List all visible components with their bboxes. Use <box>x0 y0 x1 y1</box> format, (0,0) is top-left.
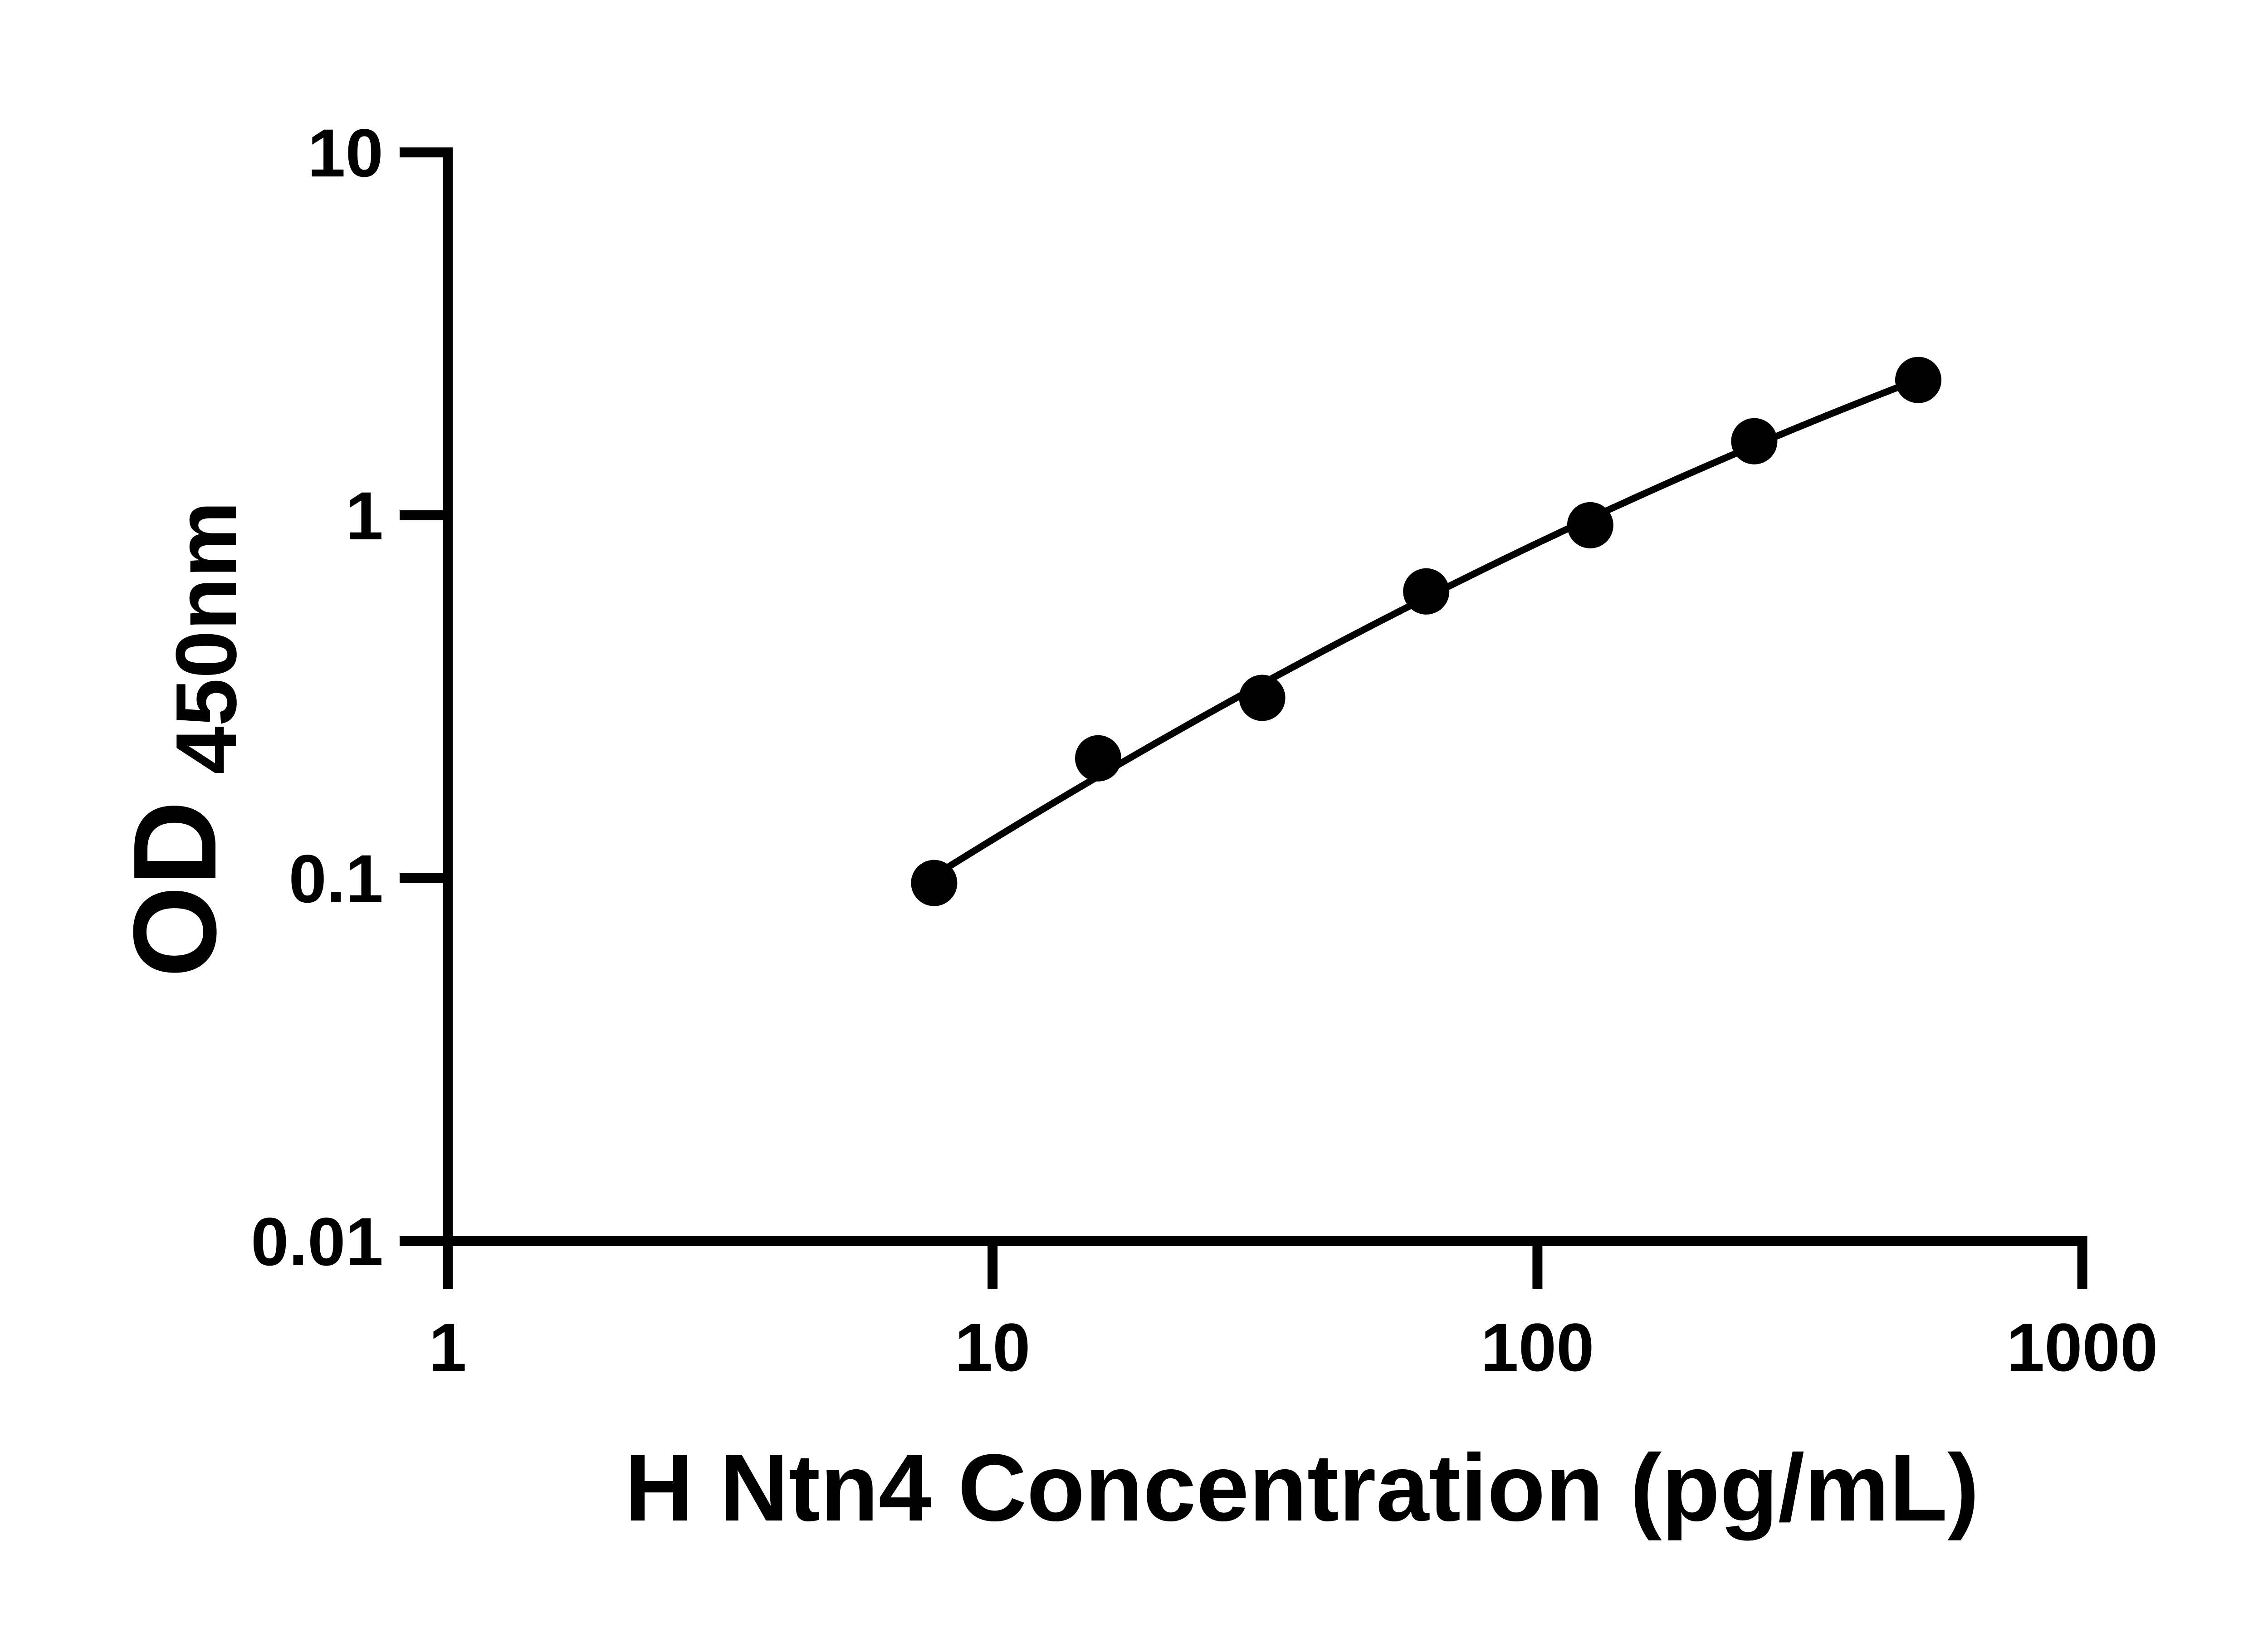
y-axis-title-subscript: 450nm <box>158 501 254 774</box>
x-tick-label: 100 <box>1481 1309 1594 1385</box>
x-axis-title: H Ntn4 Concentration (pg/mL) <box>625 1434 1979 1541</box>
y-tick-label: 10 <box>308 115 383 191</box>
y-axis-ticks: 0.01 0.1 1 10 <box>251 115 453 1280</box>
x-tick-label: 1 <box>429 1309 466 1385</box>
data-point-marker <box>1403 568 1450 615</box>
data-point-marker <box>1731 418 1778 464</box>
data-point-marker <box>911 860 958 906</box>
y-tick-label: 0.1 <box>288 841 383 917</box>
x-tick-label: 10 <box>955 1309 1031 1385</box>
data-point-marker <box>1239 675 1286 721</box>
data-point-marker <box>1895 357 1941 403</box>
y-tick-label: 0.01 <box>251 1203 383 1280</box>
x-axis-ticks: 1 10 100 1000 <box>429 1236 2158 1385</box>
x-tick-label: 1000 <box>2007 1309 2158 1385</box>
data-points-group <box>911 357 1941 906</box>
y-axis-title-main: OD <box>109 801 241 978</box>
y-axis-title: OD 450nm <box>109 501 254 978</box>
data-point-marker <box>1075 735 1121 782</box>
y-tick-label: 1 <box>346 478 383 554</box>
data-point-marker <box>1567 502 1613 548</box>
